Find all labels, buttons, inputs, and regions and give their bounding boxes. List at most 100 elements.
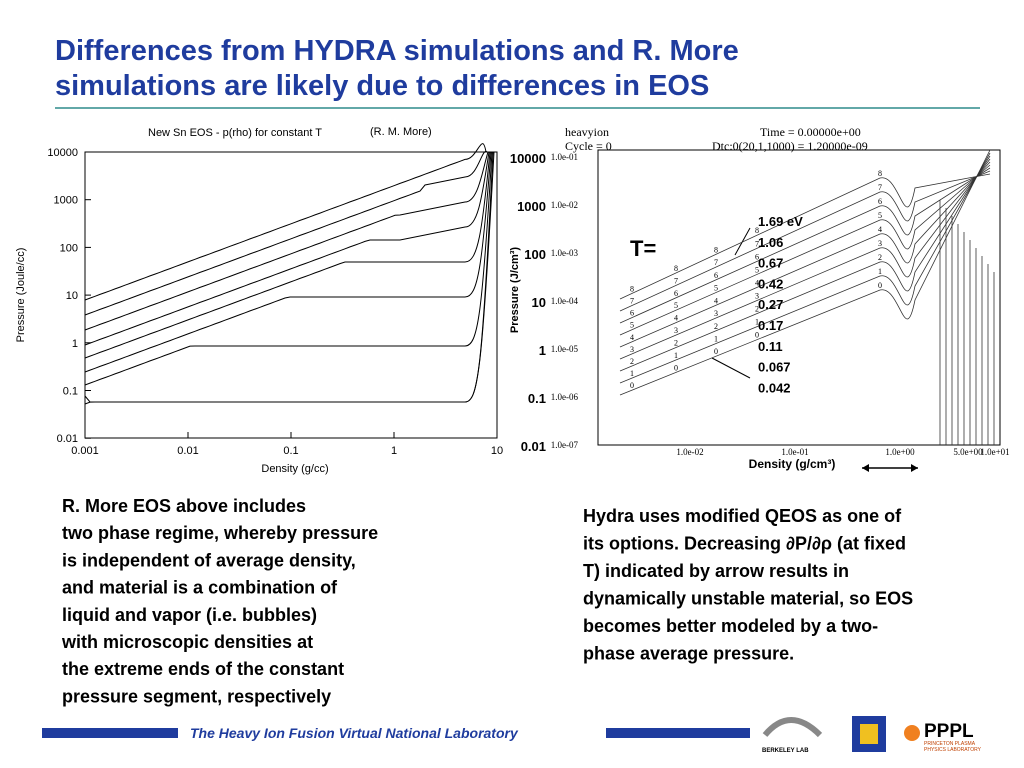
curve-label: 5 — [630, 321, 634, 330]
curve-label: 4 — [714, 296, 718, 305]
left-paragraph: with microscopic densities at — [61, 632, 313, 652]
left-y-tick-label: 1000 — [54, 195, 78, 207]
curve-label: 0 — [755, 331, 759, 340]
curve — [619, 149, 991, 396]
left-x-tick-label: 1 — [391, 445, 397, 457]
curve — [619, 158, 991, 360]
left-curves — [84, 143, 495, 405]
curve-label: 2 — [755, 305, 759, 314]
curve-label: 1 — [714, 334, 718, 343]
curve — [619, 164, 991, 336]
left-paragraph: two phase regime, whereby pressure — [62, 523, 378, 543]
left-plot-frame — [84, 151, 498, 439]
curve-label: 5 — [714, 284, 718, 293]
right-y-overlay-label: 0.1 — [528, 391, 546, 406]
right-y-tick-label: 1.0e-01 — [551, 152, 578, 162]
pppl-sun — [904, 725, 920, 741]
curve-label: 7 — [878, 183, 882, 192]
title-line: simulations are likely due to difference… — [55, 70, 709, 102]
t-label: T= — [630, 236, 656, 261]
curve-label: 2 — [674, 339, 678, 348]
curve — [84, 151, 491, 359]
t-value: 0.17 — [758, 318, 783, 333]
footer-bar — [606, 728, 750, 738]
right-paragraph: becomes better modeled by a two- — [583, 616, 878, 636]
berkeley-logo — [762, 717, 823, 738]
curve — [84, 143, 487, 301]
curve-label: 2 — [878, 253, 882, 262]
footer-lab: The Heavy Ion Fusion Virtual National La… — [190, 725, 519, 741]
pointer — [711, 357, 751, 379]
right-header: heavyion — [565, 125, 609, 139]
right-paragraph: dynamically unstable material, so EOS — [583, 589, 913, 609]
left-x-tick-label: 0.1 — [283, 445, 298, 457]
left-paragraph: is independent of average density, — [62, 550, 356, 570]
right-y-tick-label: 1.0e-03 — [551, 248, 579, 258]
curve-label: 8 — [714, 245, 718, 254]
right-x-tick-label: 1.0e+01 — [980, 447, 1009, 457]
left-paragraph: liquid and vapor (i.e. bubbles) — [62, 605, 317, 625]
left-y-tick-label: 10000 — [47, 147, 78, 159]
t-value: 1.69 eV — [758, 214, 803, 229]
right-y-overlay-label: 10000 — [510, 151, 546, 166]
curve-label: 7 — [674, 276, 678, 285]
right-x-tick-label: 5.0e+00 — [953, 447, 983, 457]
left-paragraph: pressure segment, respectively — [62, 686, 331, 706]
curve-label: 8 — [755, 226, 759, 235]
curve-label: 3 — [755, 292, 759, 301]
curve-label: 3 — [630, 345, 634, 354]
left-paragraph: and material is a combination of — [62, 578, 338, 598]
pppl-text: PPPL — [924, 721, 974, 742]
right-dtc: Dtc:0(20,1,1000) = 1.20000e-09 — [712, 139, 868, 153]
footer-bar — [42, 728, 178, 738]
t-value: 0.042 — [758, 380, 791, 395]
curve — [619, 152, 991, 384]
t-value: 0.42 — [758, 276, 783, 291]
curve-label: 8 — [878, 169, 882, 178]
right-paragraph: Hydra uses modified QEOS as one of — [583, 506, 902, 526]
curve-label: 6 — [714, 271, 718, 280]
berkeley-text: BERKELEY LAB — [762, 748, 809, 754]
right-time: Time = 0.00000e+00 — [760, 125, 861, 139]
right-y-tick-label: 1.0e-06 — [551, 392, 579, 402]
curve — [84, 151, 490, 346]
curve — [84, 151, 493, 386]
curve-label: 3 — [674, 326, 678, 335]
curve-label: 2 — [714, 322, 718, 331]
left-paragraph: the extreme ends of the constant — [62, 659, 344, 679]
curve-label: 6 — [878, 197, 882, 206]
curve-label: 7 — [755, 239, 759, 248]
curve-label: 6 — [674, 289, 678, 298]
right-y-tick-label: 1.0e-05 — [551, 344, 579, 354]
left-x-tick-label: 0.01 — [177, 445, 198, 457]
curve-label: 4 — [630, 333, 634, 342]
curve-label: 0 — [714, 347, 718, 356]
title-line: Differences from HYDRA simulations and R… — [55, 35, 739, 67]
curve-label: 8 — [630, 284, 634, 293]
left-y-tick-label: 10 — [66, 290, 78, 302]
right-y-overlay-label: 0.01 — [521, 439, 546, 454]
left-y-tick-label: 0.1 — [63, 386, 78, 398]
right-y-overlay-label: 10 — [532, 295, 546, 310]
left-x-tick-label: 0.001 — [71, 445, 99, 457]
curve-label: 4 — [878, 225, 882, 234]
pppl-full: PHYSICS LABORATORY — [924, 747, 982, 753]
right-y-tick-label: 1.0e-04 — [551, 296, 579, 306]
right-x-tick-label: 1.0e-01 — [781, 447, 808, 457]
curve-label: 3 — [878, 239, 882, 248]
curve — [619, 167, 991, 324]
right-y-overlay-label: 1 — [539, 343, 546, 358]
curve-label: 0 — [630, 381, 634, 390]
curve — [84, 151, 495, 405]
left-x-tick-label: 10 — [491, 445, 503, 457]
left-plot-title: New Sn EOS - p(rho) for constant T — [148, 127, 322, 139]
right-y-tick-label: 1.0e-07 — [551, 440, 579, 450]
curve-label: 2 — [630, 357, 634, 366]
logo — [860, 724, 878, 744]
left-x-label: Density (g/cc) — [261, 463, 328, 475]
left-paragraph: R. More EOS above includes — [62, 496, 306, 516]
curve-label: 5 — [755, 265, 759, 274]
t-value: 0.11 — [758, 339, 783, 354]
right-y-overlay-label: 100 — [524, 247, 546, 262]
